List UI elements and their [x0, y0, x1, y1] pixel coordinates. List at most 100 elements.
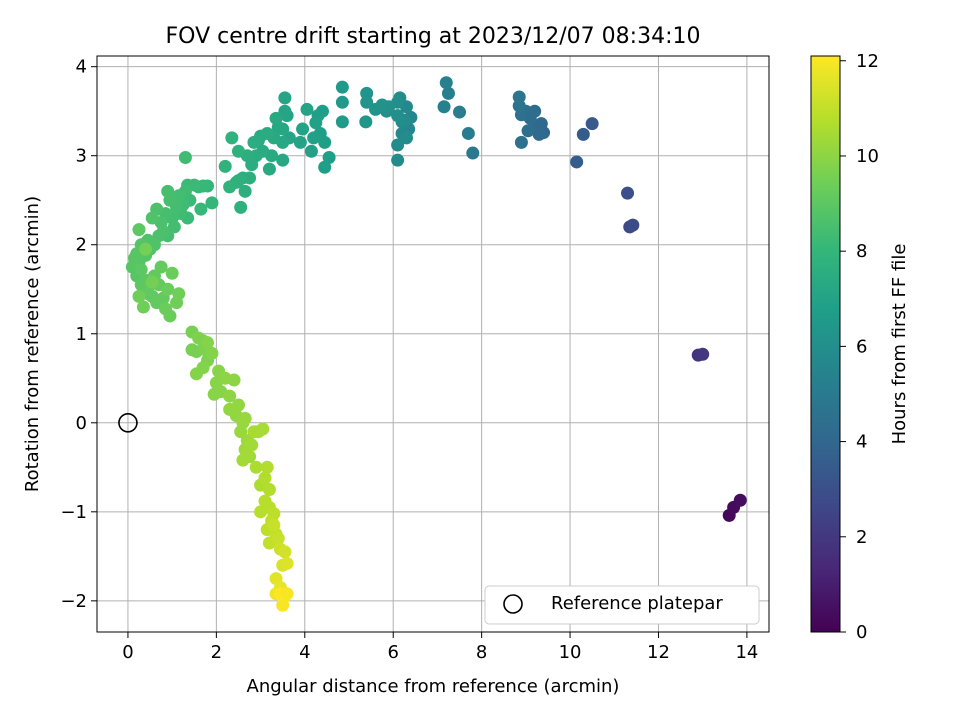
x-tick-label: 0	[122, 642, 133, 663]
data-point	[466, 146, 480, 160]
data-point	[247, 135, 261, 149]
data-point	[136, 300, 150, 314]
data-point	[453, 105, 467, 119]
y-axis-ticks: −2 −1 0 1 2 3 4	[60, 57, 97, 612]
data-point	[309, 116, 323, 130]
data-point	[437, 100, 451, 114]
data-point	[139, 242, 153, 256]
colorbar-tick-label: 2	[856, 527, 867, 548]
data-point	[360, 86, 374, 100]
data-point	[218, 159, 232, 173]
data-point	[145, 275, 159, 289]
x-tick-label: 10	[559, 642, 582, 663]
chart-title: FOV centre drift starting at 2023/12/07 …	[166, 24, 701, 49]
data-point	[576, 127, 590, 141]
x-tick-label: 6	[387, 642, 398, 663]
colorbar-tick-label: 0	[856, 622, 867, 643]
data-point	[132, 289, 146, 303]
colorbar-tick-label: 8	[856, 241, 867, 262]
data-point	[391, 138, 405, 152]
data-point	[399, 131, 413, 145]
x-tick-label: 4	[299, 642, 310, 663]
data-point	[260, 460, 274, 474]
data-point	[256, 422, 270, 436]
data-points	[125, 76, 747, 612]
x-axis-label: Angular distance from reference (arcmin)	[247, 676, 620, 697]
colorbar-tick-label: 10	[856, 146, 879, 167]
y-tick-label: −2	[60, 591, 87, 612]
data-point	[696, 347, 710, 361]
data-point	[205, 196, 219, 210]
data-point	[165, 266, 179, 280]
data-point	[276, 598, 290, 612]
data-point	[223, 389, 237, 403]
data-point	[439, 76, 453, 90]
data-point	[178, 150, 192, 164]
data-point	[227, 373, 241, 387]
data-point	[271, 532, 285, 546]
colorbar-label: Hours from first FF file	[889, 244, 910, 445]
data-point	[172, 287, 186, 301]
x-tick-label: 12	[647, 642, 670, 663]
y-axis-label: Rotation from reference (arcmin)	[22, 196, 43, 492]
data-point	[231, 398, 245, 412]
data-point	[161, 282, 175, 296]
data-point	[626, 218, 640, 232]
data-point	[528, 104, 542, 118]
legend-box	[484, 585, 760, 625]
data-point	[335, 80, 349, 94]
data-point	[161, 184, 175, 198]
data-point	[185, 343, 199, 357]
data-point	[280, 587, 294, 601]
data-point	[258, 471, 272, 485]
data-point	[145, 211, 159, 225]
data-point	[249, 460, 263, 474]
data-point	[154, 260, 168, 274]
data-point	[134, 263, 148, 277]
data-point	[194, 202, 208, 216]
data-point	[322, 150, 336, 164]
colorbar-tick-label: 4	[856, 432, 867, 453]
data-point	[238, 411, 252, 425]
data-point	[621, 186, 635, 200]
data-point	[207, 387, 221, 401]
data-point	[240, 447, 254, 461]
data-point	[267, 518, 281, 532]
data-point	[441, 86, 455, 100]
data-point	[304, 144, 318, 158]
data-point	[262, 483, 276, 497]
plot-frame	[96, 55, 770, 633]
data-point	[223, 180, 237, 194]
data-point	[391, 109, 405, 123]
data-point	[278, 91, 292, 105]
data-point	[307, 131, 321, 145]
legend-label: Reference platepar	[551, 593, 723, 614]
data-point	[521, 124, 535, 138]
x-tick-label: 8	[476, 642, 487, 663]
data-point	[267, 507, 281, 521]
data-point	[293, 135, 307, 149]
data-point	[318, 160, 332, 174]
data-point	[262, 162, 276, 176]
data-point	[391, 153, 405, 167]
data-point	[163, 309, 177, 323]
colorbar-ticks: 0 2 4 6 8 10 12	[840, 51, 879, 643]
y-tick-label: 4	[76, 57, 87, 78]
data-point	[359, 115, 373, 129]
colorbar-gradient	[810, 55, 841, 633]
data-point	[570, 155, 584, 169]
legend: Reference platepar	[484, 585, 760, 625]
grid-lines	[97, 56, 769, 632]
data-point	[205, 346, 219, 360]
data-point	[278, 545, 292, 559]
reference-platepar-marker	[118, 412, 138, 433]
data-point	[461, 126, 475, 140]
data-point	[296, 122, 310, 136]
data-point	[512, 90, 526, 104]
data-point	[733, 493, 747, 507]
data-point	[335, 115, 349, 129]
data-point	[512, 99, 526, 113]
data-point	[532, 127, 546, 141]
x-tick-label: 14	[735, 642, 758, 663]
